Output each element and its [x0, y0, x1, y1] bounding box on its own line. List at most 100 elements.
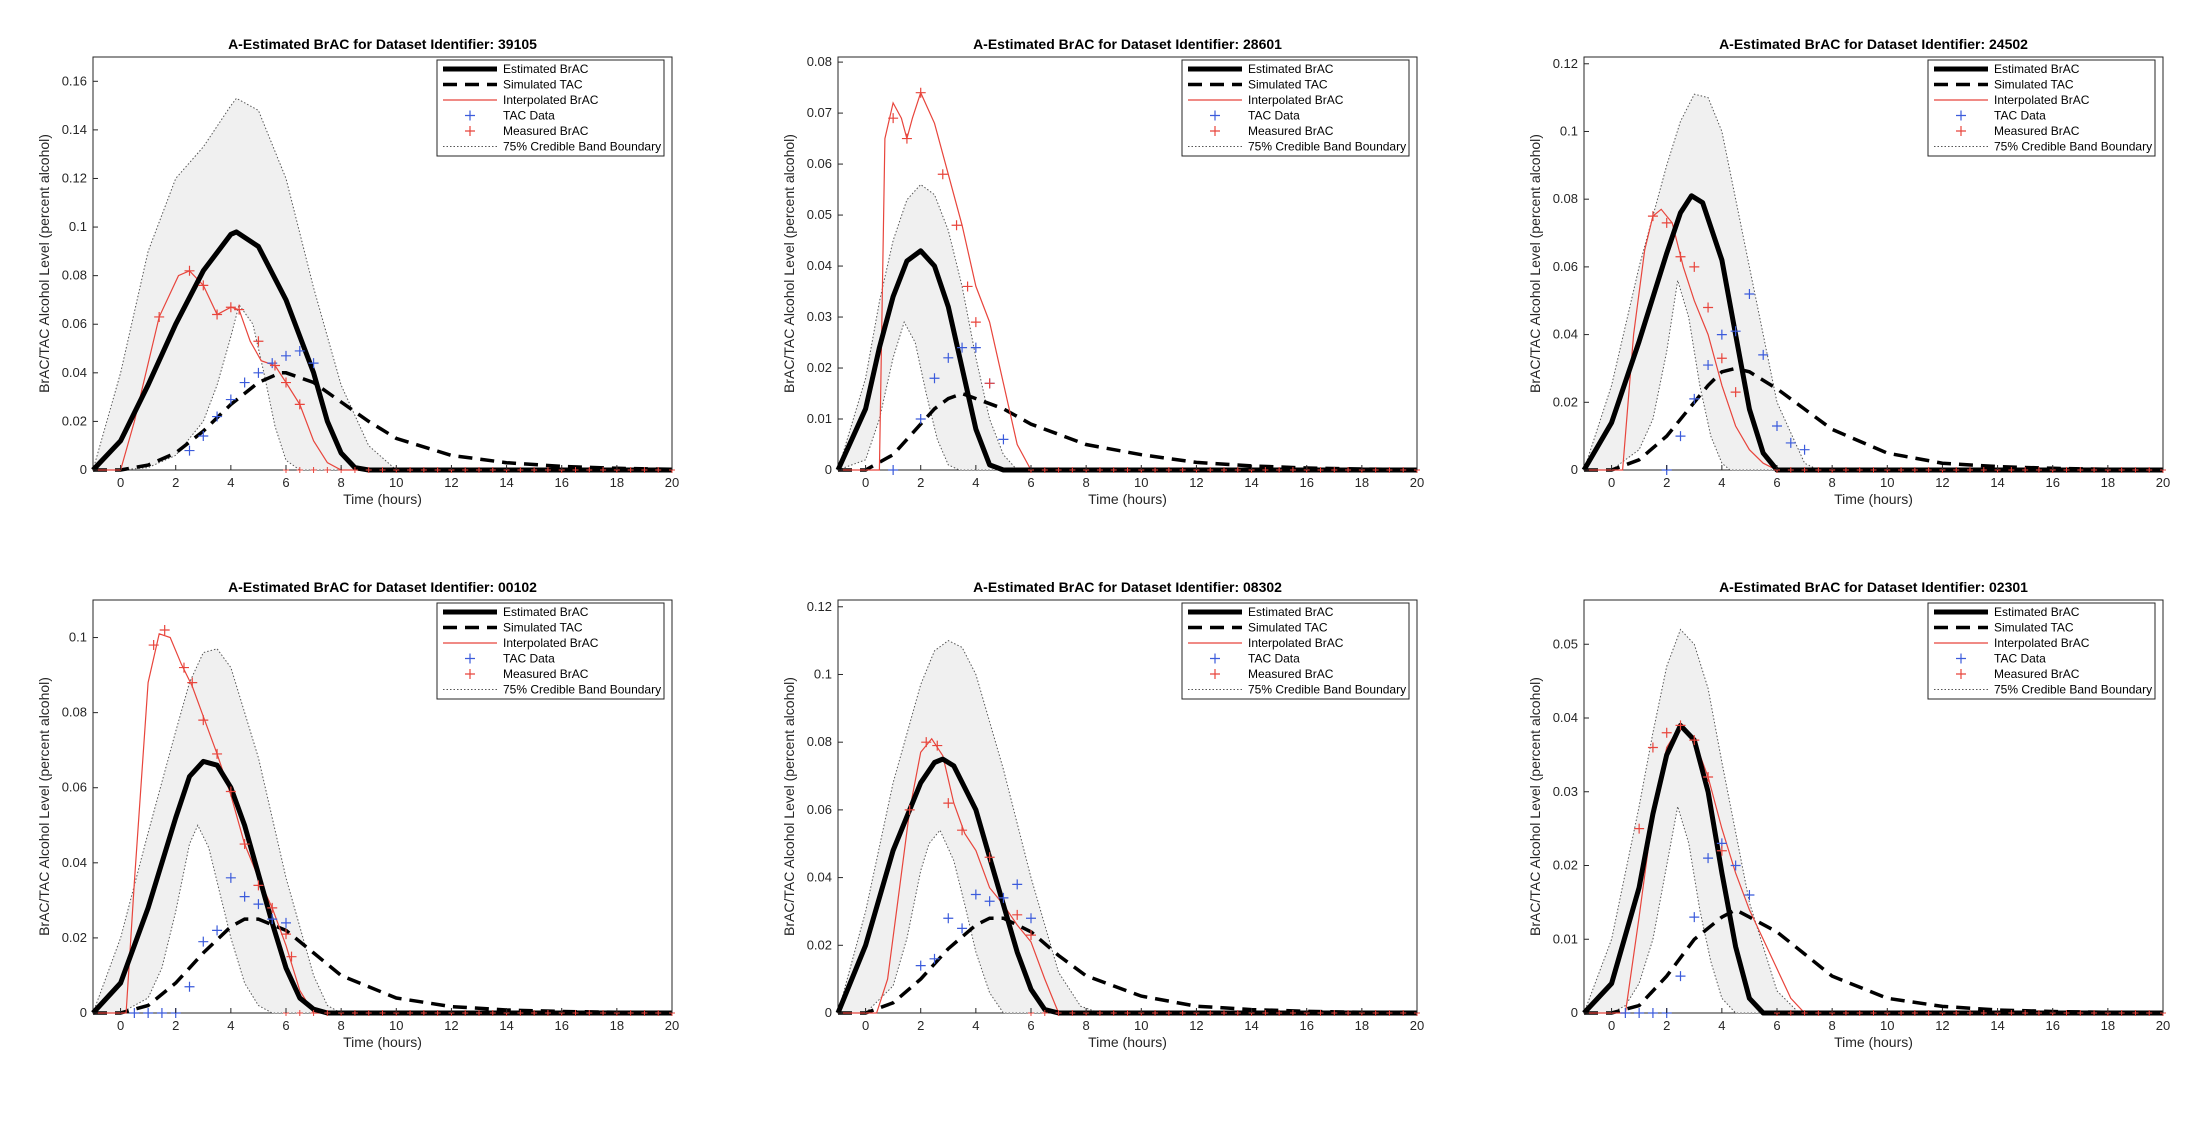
tac-data-point: [915, 414, 926, 425]
y-tick-label: 0.02: [62, 413, 87, 428]
measured-brac-zero-marker: [1179, 467, 1186, 473]
y-tick-label: 0.08: [62, 705, 87, 720]
legend-label: TAC Data: [1994, 652, 2046, 666]
measured-brac-point: [212, 748, 223, 759]
tac-data-point: [1689, 912, 1700, 923]
legend-label: 75% Credible Band Boundary: [503, 683, 661, 697]
x-tick-label: 16: [554, 1018, 568, 1033]
x-tick-label: 12: [444, 1018, 458, 1033]
x-tick-label: 18: [610, 1018, 624, 1033]
tac-data-point: [253, 899, 264, 910]
legend-swatch-measured-brac: [1956, 669, 1966, 679]
legend-label: Measured BrAC: [1994, 124, 2080, 138]
measured-brac-zero-marker: [434, 467, 441, 473]
interpolated-brac-line: [838, 91, 1417, 471]
tac-data-point: [1012, 879, 1023, 890]
measured-brac-zero-marker: [1221, 1010, 1227, 1016]
x-axis-label: Time (hours): [1088, 1034, 1167, 1050]
legend-label: TAC Data: [503, 109, 555, 123]
tac-data-point: [1730, 860, 1741, 871]
measured-brac-zero-marker: [1953, 1010, 1960, 1016]
measured-brac-zero-marker: [1124, 1010, 1131, 1016]
x-tick-label: 12: [444, 475, 458, 490]
legend-swatch-measured-brac: [1210, 669, 1220, 679]
y-tick-label: 0.02: [807, 360, 832, 375]
measured-brac-zero-marker: [1815, 1010, 1822, 1016]
measured-brac-zero-marker: [420, 467, 427, 473]
x-tick-label: 12: [1935, 475, 1949, 490]
legend-box: [436, 59, 665, 157]
y-tick-label: 0.14: [62, 122, 87, 137]
y-tick-label: 0.04: [807, 870, 832, 885]
measured-brac-zero-marker: [1372, 467, 1379, 473]
tac-data-point: [1703, 853, 1714, 864]
x-tick-label: 2: [1663, 1018, 1670, 1033]
measured-brac-zero-marker: [379, 1010, 386, 1016]
measured-brac-zero-marker: [2146, 467, 2153, 473]
measured-brac-zero-marker: [2022, 467, 2029, 473]
measured-brac-zero-marker: [655, 1010, 662, 1016]
measured-brac-point: [915, 87, 926, 98]
tac-data-point: [1744, 288, 1755, 299]
measured-brac-zero-marker: [544, 467, 551, 473]
legend-label: Estimated BrAC: [1994, 62, 2080, 76]
measured-brac-zero-marker: [1289, 467, 1296, 473]
measured-brac-zero-marker: [2008, 1010, 2015, 1016]
tac-data-point: [1716, 329, 1727, 340]
y-axis-label: BrAC/TAC Alcohol Level (percent alcohol): [781, 134, 797, 393]
x-tick-label: 0: [1608, 1018, 1615, 1033]
y-tick-label: 0.04: [807, 258, 832, 273]
tac-data-point: [198, 936, 209, 947]
measured-brac-zero-marker: [1967, 1010, 1973, 1016]
tac-data-point: [184, 981, 195, 992]
simulated-tac-line: [93, 371, 673, 472]
legend-label: Measured BrAC: [1248, 667, 1334, 681]
chart-panel-3: 0 2 4 6 8 10 12 14 16 18 20 0 0.02 0.04 0.06 0.08 0.1 0.1…: [1527, 36, 2170, 507]
measured-brac-point: [294, 399, 305, 410]
measured-brac-zero-marker: [324, 1010, 331, 1016]
measured-brac-zero-marker: [1801, 1010, 1808, 1016]
tac-data-point: [1647, 1008, 1658, 1018]
x-tick-label: 14: [1244, 1018, 1258, 1033]
measured-brac-zero-marker: [2118, 1010, 2125, 1016]
measured-brac-point: [198, 280, 209, 291]
legend-label: Simulated TAC: [503, 78, 583, 92]
y-tick-label: 0.08: [807, 54, 832, 69]
measured-brac-point: [1716, 353, 1727, 364]
measured-brac-zero-marker: [1262, 467, 1269, 473]
x-tick-label: 16: [2045, 1018, 2059, 1033]
measured-brac-zero-marker: [1870, 467, 1877, 473]
tac-data-point: [929, 953, 940, 964]
measured-brac-zero-marker: [1152, 1010, 1159, 1016]
x-tick-label: 8: [338, 475, 345, 490]
measured-brac-zero-marker: [2022, 1010, 2029, 1016]
y-tick-label: 0.05: [1553, 636, 1578, 651]
y-tick-label: 0: [80, 462, 87, 477]
tac-data-point: [253, 367, 264, 378]
chart-title: A-Estimated BrAC for Dataset Identifier:…: [228, 579, 537, 595]
legend-box: [1927, 59, 2156, 157]
chart-panel-6: 0 2 4 6 8 10 12 14 16 18 20 0 0.01 0.02 0.03 0.04 0.05 A-…: [1527, 579, 2170, 1050]
legend-swatch-tac-data: [1210, 653, 1220, 664]
x-tick-label: 6: [282, 1018, 289, 1033]
measured-brac-zero-marker: [351, 1010, 358, 1016]
measured-brac-zero-marker: [1110, 467, 1117, 473]
measured-brac-zero-marker: [531, 1010, 538, 1016]
measured-brac-zero-marker: [1069, 467, 1076, 473]
x-tick-label: 2: [917, 1018, 924, 1033]
measured-brac-point: [888, 113, 899, 124]
legend-label: Measured BrAC: [503, 667, 589, 681]
measured-brac-zero-marker: [1980, 467, 1987, 473]
tac-data-point: [281, 350, 291, 361]
x-tick-label: 12: [1189, 1018, 1203, 1033]
measured-brac-point: [1730, 387, 1741, 398]
y-tick-label: 0.06: [62, 780, 87, 795]
y-axis-label: BrAC/TAC Alcohol Level (percent alcohol): [1527, 677, 1543, 936]
measured-brac-zero-marker: [310, 467, 317, 473]
measured-brac-zero-marker: [1980, 1010, 1987, 1016]
legend: Estimated BrAC Simulated TACInterpolated …: [1181, 59, 1410, 157]
measured-brac-zero-marker: [1317, 1010, 1324, 1016]
x-tick-label: 6: [282, 475, 289, 490]
y-tick-label: 0.04: [1553, 327, 1578, 342]
